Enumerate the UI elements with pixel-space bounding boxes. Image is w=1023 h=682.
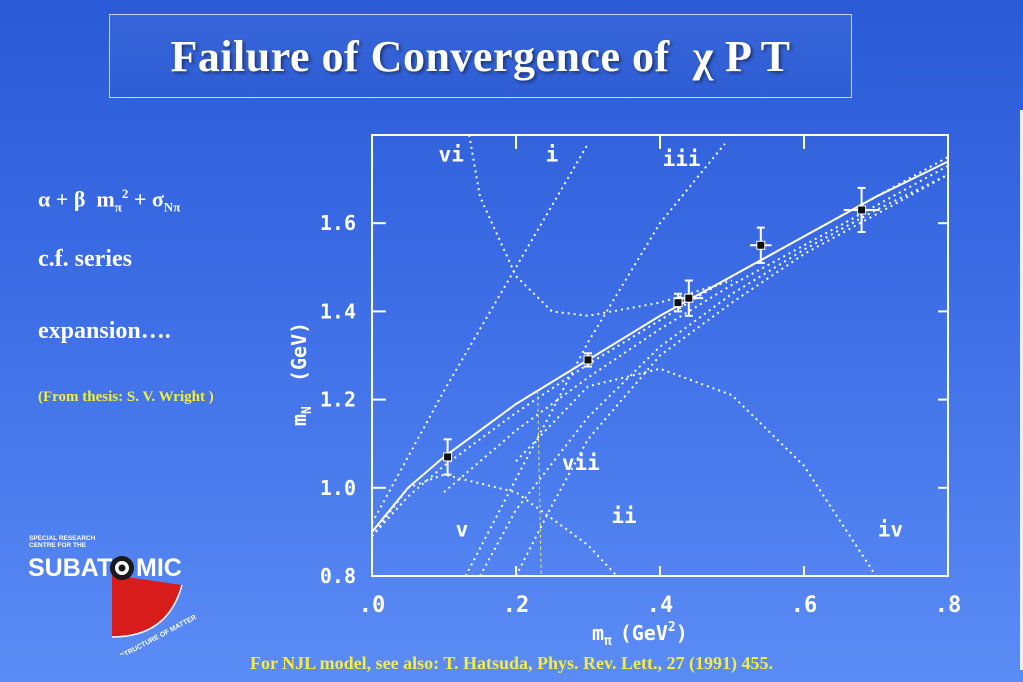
series-group [371, 134, 949, 577]
formula-pi-sub: π [114, 199, 122, 215]
thesis-citation: (From thesis: S. V. Wright ) [38, 389, 214, 405]
formula-power: 2 [121, 186, 129, 201]
series-line-0 [371, 160, 949, 533]
curve-label-0: vi [439, 142, 464, 166]
y-axis-label: mN (GeV) [287, 322, 315, 426]
title-text: Failure of Convergence of [170, 31, 670, 81]
x-tick-label-3: .6 [791, 593, 818, 618]
series-line-3 [479, 173, 949, 577]
formula-alpha-beta: α + β [38, 186, 86, 212]
series-line-2 [443, 165, 949, 493]
x-tick-label-1: .2 [503, 593, 530, 618]
x-axis-label: mπ (GeV2) [592, 620, 688, 649]
logo-line1: SPECIAL RESEARCH [29, 535, 96, 542]
ticks-group: .0 .2 .4 .6 .8 0.8 1.0 1.2 1.4 1.6 [320, 135, 961, 618]
curve-label-5: v [456, 517, 469, 541]
curve-label-3: vii [562, 451, 600, 475]
formula-m: m [96, 186, 115, 212]
data-point-2 [673, 292, 683, 313]
expansion-text: expansion…. [38, 318, 171, 344]
title-box: Failure of Convergence of χ P T [109, 14, 852, 98]
series-line-1 [371, 156, 949, 537]
curve-label-2: iii [663, 147, 701, 171]
series-line-9 [371, 473, 618, 577]
curve-label-1: i [546, 142, 559, 166]
logo-red-shape [112, 575, 182, 637]
data-point-5 [843, 186, 880, 234]
series-line-5 [371, 143, 589, 524]
y-tick-label-2: 1.2 [320, 388, 356, 412]
curve-label-4: ii [611, 504, 636, 528]
formula-npi-sub: Nπ [163, 199, 181, 215]
data-point-0 [443, 438, 453, 476]
data-point-3 [674, 279, 704, 317]
y-tick-label-3: 1.4 [320, 299, 356, 323]
title-chi: χ [692, 31, 714, 81]
x-tick-label-4: .8 [935, 593, 962, 618]
x-tick-label-0: .0 [359, 593, 386, 618]
y-tick-label-0: 0.8 [320, 564, 356, 588]
title-suffix: P T [725, 31, 791, 81]
logo-word-left: SUBAT [28, 554, 112, 582]
series-formula: α + β mπ2 + σNπ [38, 186, 180, 216]
logo-arc [111, 584, 183, 638]
y-tick-label-1: 1.0 [320, 476, 356, 500]
cf-series-text: c.f. series [38, 246, 132, 272]
subatomic-logo: SPECIAL RESEARCH CENTRE FOR THE SUBAT MI… [28, 535, 198, 655]
x-tick-label-2: .4 [647, 593, 674, 618]
data-point-4 [750, 226, 772, 264]
series-line-10 [537, 390, 542, 577]
logo-word-right: MIC [136, 554, 182, 582]
series-line-4 [515, 173, 949, 577]
y-tick-label-4: 1.6 [320, 211, 356, 235]
series-line-6 [464, 143, 726, 577]
logo-line2: CENTRE FOR THE [29, 542, 87, 549]
curve-label-6: iv [878, 517, 903, 541]
series-line-8 [515, 367, 877, 577]
svg-text:mN (GeV): mN (GeV) [287, 322, 315, 426]
formula-sigma: + σ [133, 186, 164, 212]
points-group [443, 186, 880, 476]
right-edge-strip [1020, 110, 1023, 670]
slide-title: Failure of Convergence of χ P T [170, 31, 790, 82]
footnote-reference: For NJL model, see also: T. Hatsuda, Phy… [250, 653, 773, 673]
data-point-1 [583, 352, 593, 368]
